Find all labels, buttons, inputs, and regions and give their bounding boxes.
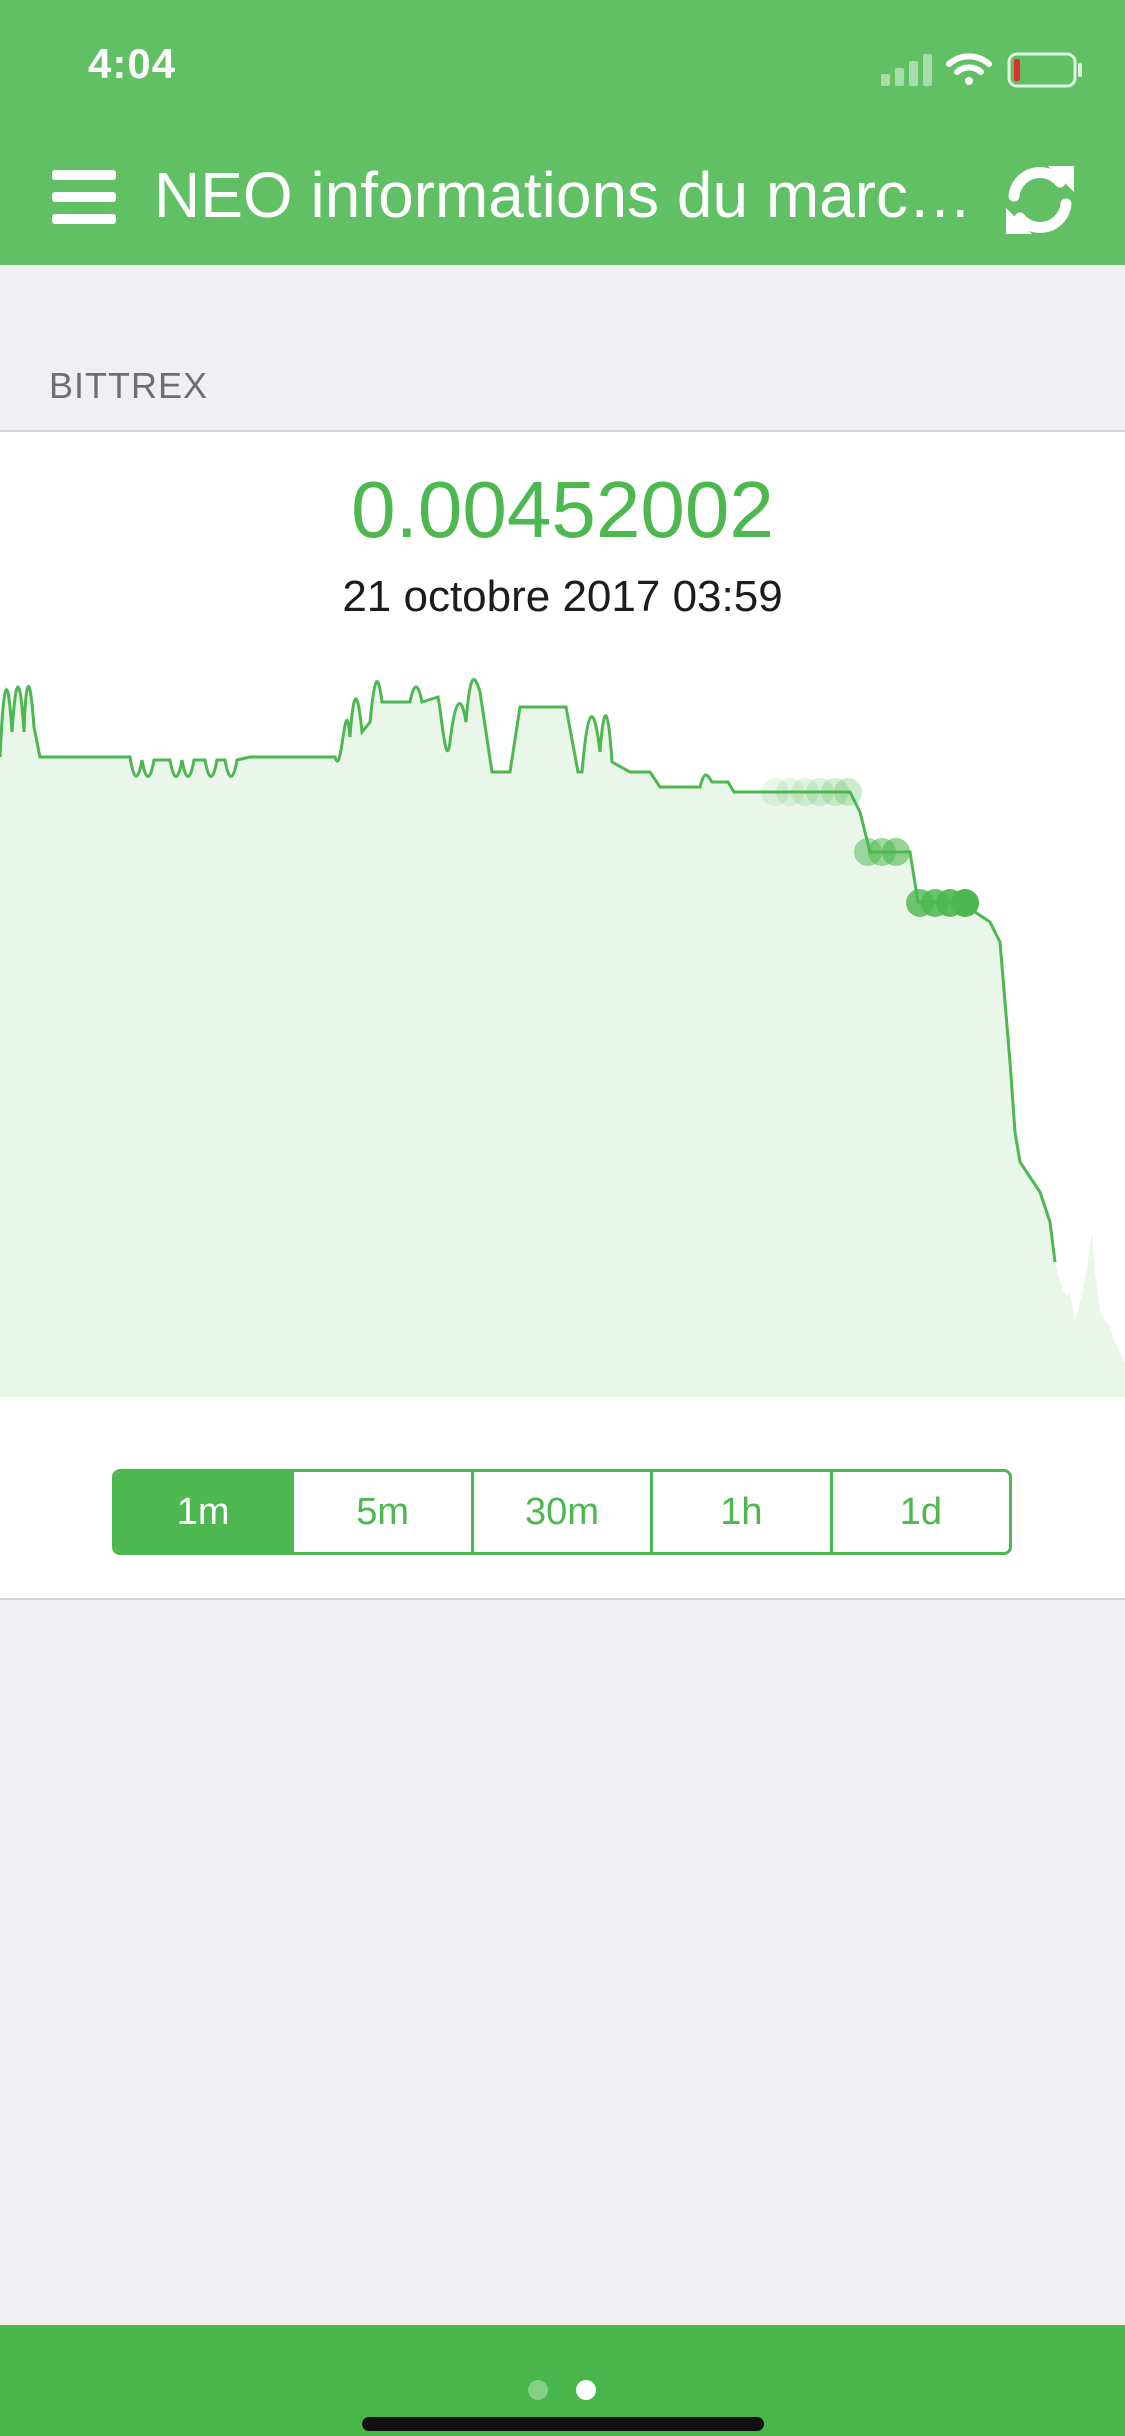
page-indicator-dot-1[interactable] [528,2380,548,2400]
status-icons [881,52,1082,88]
chart-area [0,679,1125,1397]
price-timestamp: 21 octobre 2017 03:59 [342,572,783,621]
menu-button[interactable] [52,170,116,224]
current-price: 0.00452002 [351,465,774,554]
hamburger-menu-icon-bar [52,192,116,202]
chart-point [761,778,789,806]
chart-point [821,778,849,806]
interval-30m[interactable]: 30m [474,1472,654,1552]
navigation-bar: 4:04 NEO informations du marc… [0,0,1125,265]
interval-segmented-control: 1m 5m 30m 1h 1d [112,1469,1012,1555]
chart-point [776,778,804,806]
interval-5m[interactable]: 5m [294,1472,474,1552]
battery-icon [1007,52,1082,88]
page-indicator-dot-2[interactable] [576,2380,596,2400]
interval-1h[interactable]: 1h [653,1472,833,1552]
price-chart[interactable] [0,662,1125,1397]
chart-point [834,778,862,806]
refresh-button[interactable] [1000,160,1080,240]
hamburger-menu-icon [52,170,116,180]
hamburger-menu-icon-bar [52,214,116,224]
page-title: NEO informations du marc… [154,159,973,231]
interval-1m[interactable]: 1m [115,1472,295,1552]
status-time: 4:04 [88,40,177,87]
chart-line [0,678,1057,1263]
interval-1d[interactable]: 1d [899,1490,942,1533]
exchange-section-label: BITTREX [49,365,209,406]
chart-point [806,778,834,806]
refresh-arrow-top [1048,166,1074,192]
cellular-signal-icon [881,54,932,86]
chart-point [951,889,979,917]
home-indicator [362,2417,764,2431]
chart-point [791,778,819,806]
chart-point [882,838,910,866]
wifi-icon [946,53,992,85]
chart-highlight-points [761,778,979,917]
bottom-bar [0,2325,1125,2436]
refresh-icon [1008,167,1072,233]
refresh-arrow-bottom [1006,208,1032,234]
market-card: 0.00452002 21 octobre 2017 03:59 1m 5m 3… [0,430,1125,1600]
